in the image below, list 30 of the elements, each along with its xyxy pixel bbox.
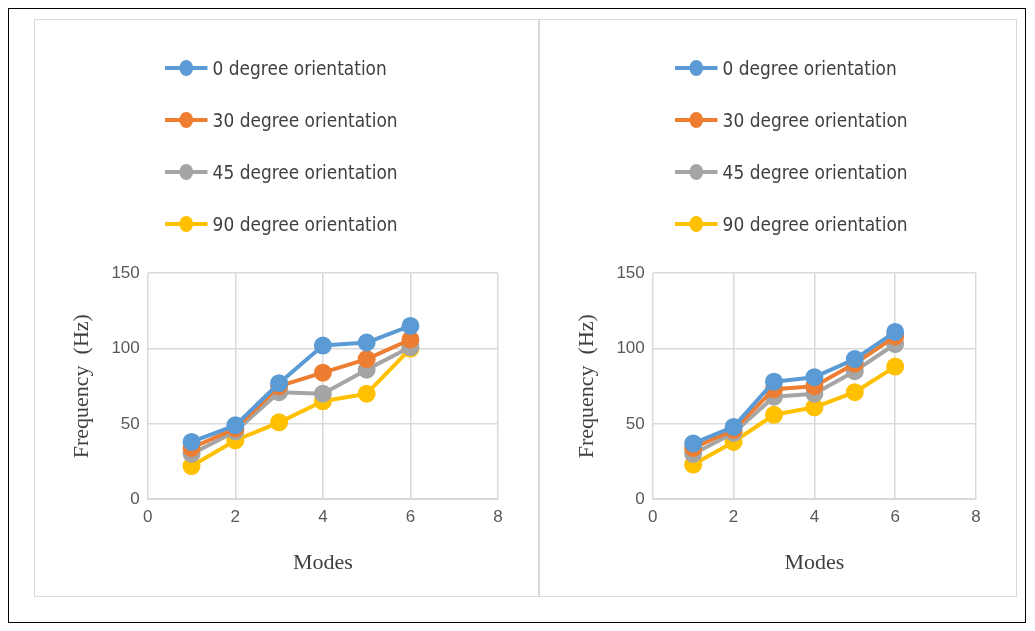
- x-tick-label: 4: [809, 507, 820, 527]
- y-tick-label: 100: [616, 338, 645, 358]
- x-tick-label: 0: [143, 507, 153, 527]
- legend-label: 30 degree orientation: [722, 108, 908, 132]
- x-tick-label: 8: [971, 507, 981, 527]
- x-tick-label: 2: [230, 507, 241, 527]
- legend-label: 0 degree orientation: [722, 56, 897, 80]
- y-tick-label: 0: [635, 488, 645, 508]
- x-tick-label: 4: [318, 507, 328, 527]
- x-tick-label: 6: [405, 507, 416, 527]
- legend-label: 30 degree orientation: [212, 108, 398, 132]
- x-tick-label: 0: [648, 507, 658, 527]
- y-tick-label: 150: [616, 262, 645, 282]
- y-tick-label: 100: [111, 338, 140, 358]
- legend-label: 0 degree orientation: [212, 56, 387, 80]
- y-tick-label: 50: [625, 413, 645, 433]
- x-tick-label: 8: [493, 507, 503, 527]
- x-axis-title: Modes: [292, 548, 353, 574]
- legend-label: 45 degree orientation: [722, 160, 908, 184]
- y-tick-label: 150: [111, 262, 140, 282]
- x-tick-label: 2: [728, 507, 739, 527]
- y-tick-label: 50: [120, 413, 140, 433]
- y-axis-title: Frequency (Hz): [572, 314, 598, 459]
- x-axis-title: Modes: [784, 548, 845, 574]
- y-tick-label: 0: [130, 488, 140, 508]
- x-tick-label: 6: [890, 507, 900, 527]
- y-axis-title: Frequency (Hz): [67, 314, 93, 459]
- legend-label: 90 degree orientation: [212, 212, 398, 236]
- legend-label: 45 degree orientation: [212, 160, 398, 184]
- legend-label: 90 degree orientation: [722, 212, 908, 236]
